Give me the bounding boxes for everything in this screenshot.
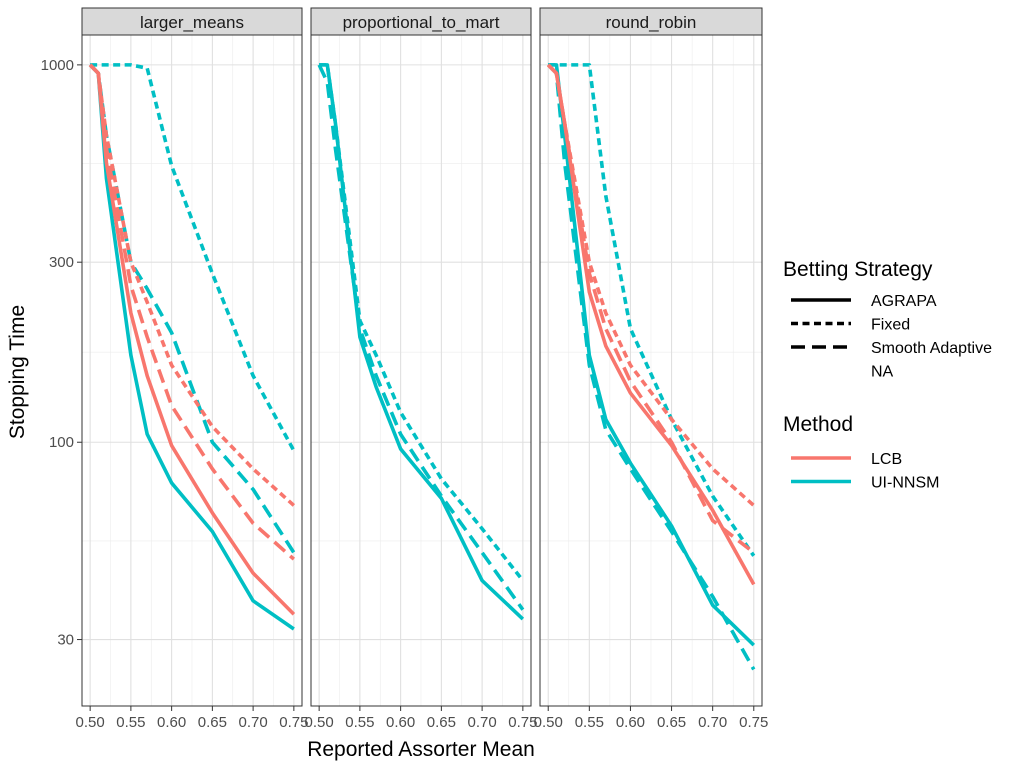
panel-strip	[539, 7, 763, 36]
legend-title: Method	[783, 413, 853, 436]
x-tick-label: 0.70	[239, 714, 268, 731]
series-line-lcb-smooth-adaptive	[88, 63, 296, 561]
x-tick-label: 0.65	[657, 714, 686, 731]
legend-label: NA	[871, 364, 894, 381]
x-tick-label: 0.55	[575, 714, 604, 731]
y-tick-label: 100	[49, 434, 74, 451]
panel-round-robin: round_robin 0.50 0.55 0.60 0.65 0.70 0.75	[534, 7, 768, 731]
panel-strip	[310, 7, 532, 36]
panel-proportional-to-mart: proportional_to_mart 0.50 0.55 0.60 0.65 0.70…	[305, 7, 537, 731]
x-tick-label: 0.50	[534, 714, 563, 731]
panel-strip-label: larger_means	[140, 13, 244, 32]
legend-title: Betting Strategy	[783, 258, 933, 281]
y-axis-title: Stopping Time	[6, 305, 29, 439]
x-axis-title: Reported Assorter Mean	[307, 738, 535, 761]
x-tick-label: 0.75	[508, 714, 537, 731]
x-tick-label: 0.55	[116, 714, 145, 731]
x-tick-label: 0.60	[386, 714, 415, 731]
legend-label: Smooth Adaptive	[871, 340, 992, 357]
panel-border	[539, 34, 763, 707]
axes: Reported Assorter Mean Stopping Time	[6, 305, 535, 761]
series-line-ui-nnsm-fixed	[548, 63, 756, 557]
y-tick-label: 30	[57, 632, 74, 649]
legend-betting-strategy: Betting Strategy AGRAPA Fixed Smooth Adapti…	[783, 258, 992, 381]
series-line-ui-nnsm-smooth-adaptive	[317, 64, 525, 611]
legend-label: AGRAPA	[871, 293, 937, 310]
legend-label: UI-NNSM	[871, 475, 939, 492]
legend-method: Method LCB UI-NNSM	[783, 413, 939, 492]
series-line-ui-nnsm-fixed	[90, 63, 296, 452]
panel-border	[81, 34, 303, 707]
series-line-lcb-smooth-adaptive	[546, 63, 755, 555]
panel-strip-label: proportional_to_mart	[343, 13, 500, 32]
panel-strip	[81, 7, 303, 36]
x-tick-label: 0.70	[698, 714, 727, 731]
y-tick-label: 1000	[41, 57, 74, 74]
series-line-lcb-agrapa	[88, 63, 296, 616]
panels: larger_means 0.50 0.55 0.60 0.65 0.70 0.75 30 10…	[41, 7, 768, 731]
x-tick-label: 0.75	[739, 714, 768, 731]
x-tick-label: 0.75	[279, 714, 308, 731]
panel-border	[310, 34, 532, 707]
x-tick-label: 0.60	[616, 714, 645, 731]
series-line-lcb-fixed	[88, 63, 296, 507]
series-line-ui-nnsm-fixed	[319, 63, 525, 582]
legend-label: Fixed	[871, 317, 910, 334]
y-tick-label: 300	[49, 254, 74, 271]
legend-label: LCB	[871, 451, 902, 468]
legends: Betting Strategy AGRAPA Fixed Smooth Adapti…	[783, 258, 992, 492]
x-tick-label: 0.50	[76, 714, 105, 731]
x-tick-label: 0.65	[198, 714, 227, 731]
x-tick-label: 0.55	[345, 714, 374, 731]
panel-strip-label: round_robin	[606, 13, 697, 32]
x-tick-label: 0.70	[468, 714, 497, 731]
panel-larger-means: larger_means 0.50 0.55 0.60 0.65 0.70 0.75 30 10…	[41, 7, 308, 731]
x-tick-label: 0.50	[305, 714, 334, 731]
x-tick-label: 0.60	[157, 714, 186, 731]
x-tick-label: 0.65	[427, 714, 456, 731]
